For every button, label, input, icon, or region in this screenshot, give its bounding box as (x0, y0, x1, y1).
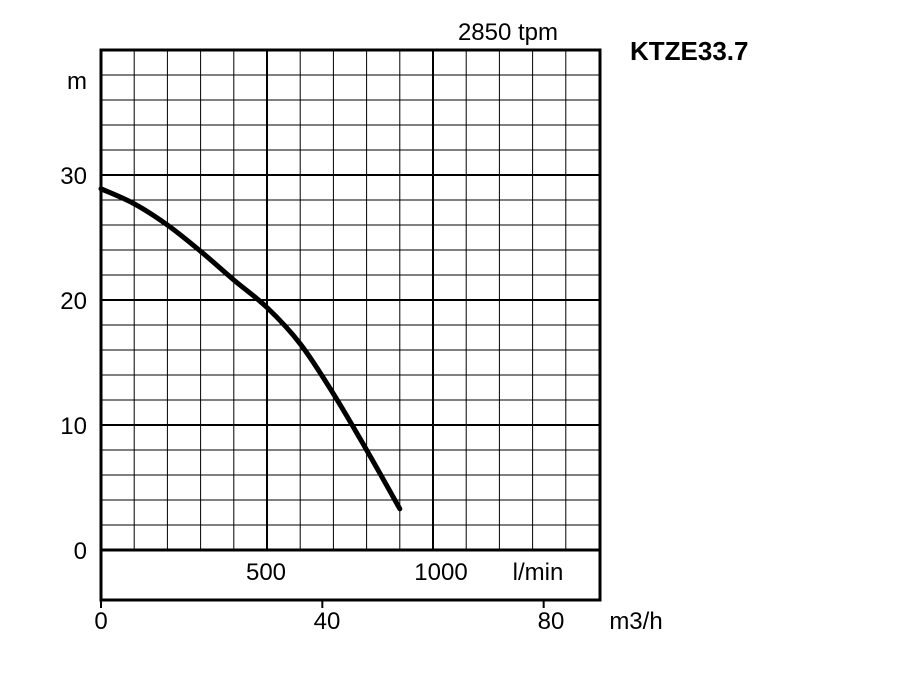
y-tick-label: 20 (60, 288, 87, 315)
y-tick-label: 30 (60, 163, 87, 190)
chart-title: KTZE33.7 (630, 36, 749, 66)
lmin-tick-label: 500 (246, 559, 286, 586)
m3h-ticks (100, 600, 545, 608)
m3h-tick-label: 40 (314, 608, 341, 635)
m3h-tick-label: 80 (538, 608, 565, 635)
y-tick-label: 10 (60, 413, 87, 440)
lmin-tick-label: 1000 (414, 559, 467, 586)
y-tick-label: 0 (74, 538, 87, 565)
m3h-axis-label: m3/h (609, 608, 662, 635)
lmin-axis-label: l/min (513, 559, 564, 586)
m3h-tick-label: 0 (94, 608, 107, 635)
pump-curve (98, 186, 403, 512)
y-axis-label: m (67, 68, 87, 95)
chart-subtitle: 2850 tpm (458, 19, 558, 46)
